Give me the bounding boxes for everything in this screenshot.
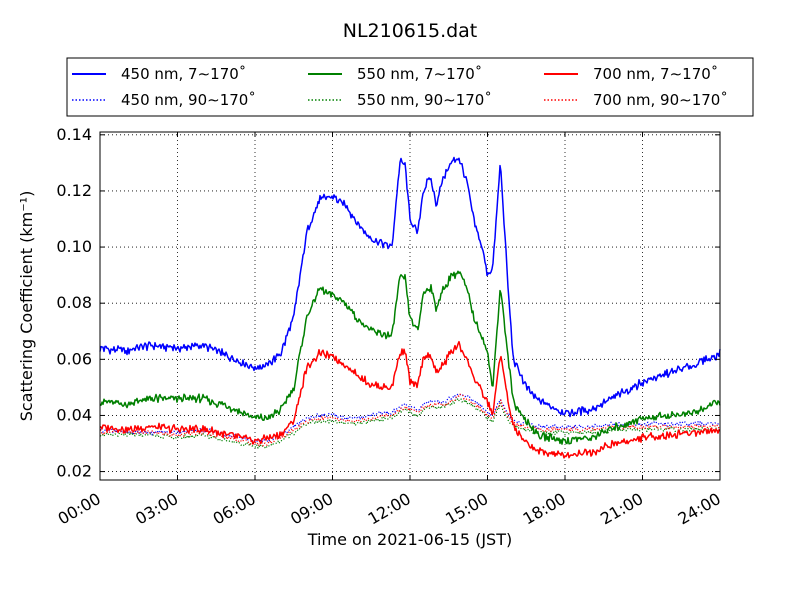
series-group xyxy=(99,156,721,459)
x-tick-label: 18:00 xyxy=(520,489,569,529)
x-tick-labels: 00:00 03:00 06:00 09:00 12:00 15:00 18:00 21:00… xyxy=(55,489,724,529)
y-tick-label: 0.12 xyxy=(56,181,92,200)
x-tick-label: 24:00 xyxy=(675,489,724,529)
ticks xyxy=(99,132,721,480)
x-tick-label: 00:00 xyxy=(55,489,104,529)
x-axis-label: Time on 2021-06-15 (JST) xyxy=(307,530,512,549)
legend-label: 450 nm, 7∼170˚ xyxy=(121,65,246,83)
legend: 450 nm, 7∼170˚ 550 nm, 7∼170˚ 700 nm, 7∼17… xyxy=(66,57,754,117)
legend-label: 700 nm, 90∼170˚ xyxy=(593,91,728,109)
series-line xyxy=(99,270,721,445)
y-tick-label: 0.14 xyxy=(56,125,92,144)
series-line xyxy=(99,156,721,418)
plot-background xyxy=(100,132,720,480)
x-tick-label: 09:00 xyxy=(287,489,336,529)
x-tick-label: 12:00 xyxy=(365,489,414,529)
series-line xyxy=(99,397,721,449)
x-tick-label: 15:00 xyxy=(442,489,491,529)
x-tick-label: 06:00 xyxy=(210,489,259,529)
legend-label: 450 nm, 90∼170˚ xyxy=(121,91,256,109)
legend-frame xyxy=(66,57,754,117)
legend-label: 700 nm, 7∼170˚ xyxy=(593,65,718,83)
legend-label: 550 nm, 90∼170˚ xyxy=(357,91,492,109)
series-line xyxy=(99,393,721,447)
x-tick-label: 21:00 xyxy=(597,489,646,529)
grid xyxy=(100,132,720,480)
y-tick-label: 0.10 xyxy=(56,237,92,256)
y-tick-label: 0.06 xyxy=(56,349,92,368)
y-tick-labels: 0.02 0.04 0.06 0.08 0.10 0.12 0.14 xyxy=(56,125,92,481)
series-line xyxy=(99,340,721,459)
legend-label: 550 nm, 7∼170˚ xyxy=(357,65,482,83)
y-tick-label: 0.08 xyxy=(56,293,92,312)
x-tick-label: 03:00 xyxy=(132,489,181,529)
chart-title: NL210615.dat xyxy=(343,20,478,42)
plot-area xyxy=(99,131,721,481)
y-axis-label: Scattering Coefficient (km⁻¹) xyxy=(17,191,36,422)
y-tick-label: 0.02 xyxy=(56,462,92,481)
y-tick-label: 0.04 xyxy=(56,405,92,424)
